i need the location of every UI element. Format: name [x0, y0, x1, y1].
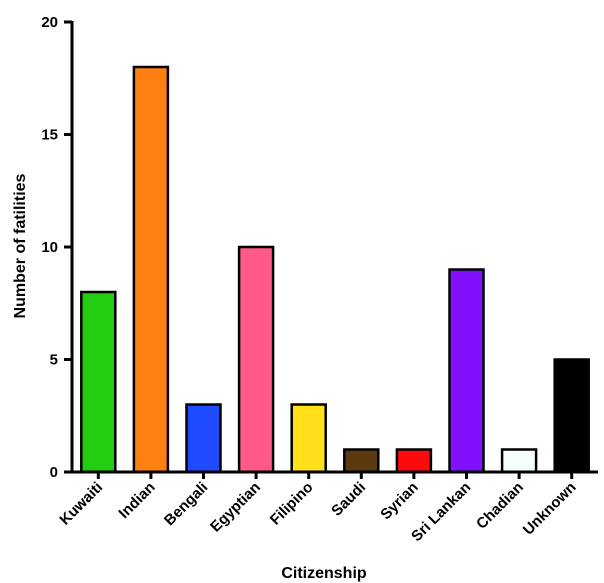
bar-sri-lankan	[448, 268, 485, 474]
bar-chadian	[500, 448, 538, 474]
y-tick-label: 5	[50, 352, 58, 369]
x-tick-label: Syrian	[377, 479, 421, 523]
bar-saudi	[343, 448, 380, 474]
x-tick-label: Saudi	[328, 479, 369, 520]
x-tick-label: Bengali	[161, 479, 211, 529]
bars	[80, 65, 590, 474]
x-tick-label: Filipino	[267, 479, 317, 529]
bar-bengali	[185, 403, 222, 474]
y-axis-ticks: 0 5 10 15 20	[41, 14, 72, 481]
bar-syrian	[395, 448, 433, 474]
bar-indian	[132, 65, 170, 474]
y-tick-label: 20	[41, 14, 58, 31]
bar-unknown	[553, 358, 590, 474]
bar-filipino	[290, 403, 327, 474]
bar-egyptian	[237, 245, 275, 474]
x-axis-title: Citizenship	[281, 565, 367, 582]
x-tick-label: Indian	[115, 479, 158, 522]
y-axis-title: Number of fatilities	[12, 173, 29, 318]
x-tick-label: Kuwaiti	[56, 479, 106, 529]
x-tick-label: Egyptian	[207, 479, 264, 536]
y-tick-label: 0	[50, 464, 58, 481]
y-tick-label: 10	[41, 239, 58, 256]
bar-kuwaiti	[80, 290, 117, 474]
x-tick-label: Chadian	[473, 479, 527, 533]
x-tick-label: Unknown	[520, 479, 580, 539]
y-tick-label: 15	[41, 127, 58, 144]
